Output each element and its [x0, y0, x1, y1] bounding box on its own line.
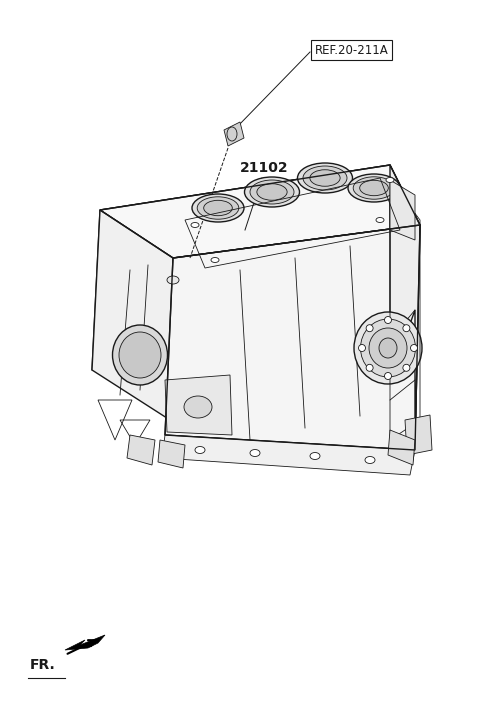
Ellipse shape — [250, 450, 260, 457]
Ellipse shape — [366, 364, 373, 372]
Ellipse shape — [369, 328, 407, 368]
Polygon shape — [158, 440, 185, 468]
Polygon shape — [127, 435, 155, 465]
Polygon shape — [390, 165, 420, 450]
Polygon shape — [390, 180, 415, 240]
Polygon shape — [388, 430, 415, 465]
Ellipse shape — [353, 177, 395, 199]
Polygon shape — [92, 210, 173, 420]
Ellipse shape — [360, 180, 388, 195]
Ellipse shape — [376, 218, 384, 223]
Ellipse shape — [195, 447, 205, 453]
Ellipse shape — [184, 396, 212, 418]
Ellipse shape — [191, 223, 199, 228]
Polygon shape — [165, 225, 420, 450]
Ellipse shape — [310, 170, 340, 186]
Ellipse shape — [310, 453, 320, 460]
Ellipse shape — [410, 344, 418, 352]
Polygon shape — [162, 435, 415, 475]
Ellipse shape — [386, 178, 394, 183]
Polygon shape — [100, 165, 420, 258]
Ellipse shape — [366, 324, 373, 332]
Ellipse shape — [204, 200, 232, 216]
Ellipse shape — [250, 180, 294, 204]
Text: 21102: 21102 — [240, 161, 288, 175]
Polygon shape — [405, 415, 432, 455]
Ellipse shape — [112, 325, 168, 385]
Ellipse shape — [384, 316, 392, 324]
Ellipse shape — [365, 457, 375, 463]
Polygon shape — [224, 122, 244, 146]
Ellipse shape — [119, 332, 161, 378]
Ellipse shape — [348, 174, 400, 202]
Polygon shape — [65, 635, 105, 650]
Ellipse shape — [167, 276, 179, 284]
Ellipse shape — [403, 364, 410, 372]
Polygon shape — [165, 375, 232, 435]
Ellipse shape — [403, 324, 410, 332]
Ellipse shape — [244, 177, 300, 207]
Ellipse shape — [354, 312, 422, 384]
Ellipse shape — [303, 166, 347, 190]
Ellipse shape — [360, 319, 416, 377]
Ellipse shape — [298, 163, 352, 193]
Text: FR.: FR. — [30, 658, 56, 672]
Ellipse shape — [257, 184, 287, 200]
Ellipse shape — [211, 258, 219, 263]
Ellipse shape — [359, 344, 365, 352]
Ellipse shape — [197, 197, 239, 219]
Polygon shape — [92, 165, 390, 380]
Ellipse shape — [384, 372, 392, 379]
Ellipse shape — [192, 194, 244, 222]
Ellipse shape — [379, 338, 397, 358]
Text: REF.20-211A: REF.20-211A — [315, 44, 389, 57]
